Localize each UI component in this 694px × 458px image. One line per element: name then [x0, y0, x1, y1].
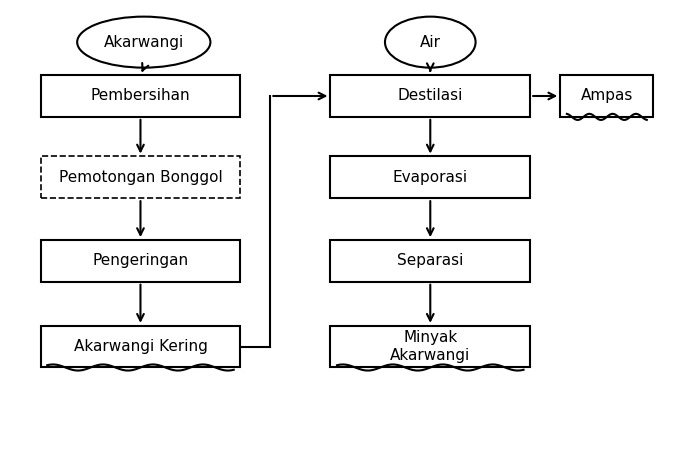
Text: Ampas: Ampas [581, 88, 633, 104]
Text: Pembersihan: Pembersihan [91, 88, 190, 104]
Ellipse shape [385, 16, 475, 68]
Bar [40, 240, 240, 282]
Text: Evaporasi: Evaporasi [393, 170, 468, 185]
Text: Pengeringan: Pengeringan [92, 253, 189, 268]
Bar [330, 240, 530, 282]
Text: Destilasi: Destilasi [398, 88, 463, 104]
Bar [560, 75, 654, 117]
Ellipse shape [77, 16, 210, 68]
Text: Akarwangi: Akarwangi [103, 35, 184, 49]
Text: Akarwangi Kering: Akarwangi Kering [74, 339, 208, 354]
Text: Pemotongan Bonggol: Pemotongan Bonggol [58, 170, 222, 185]
Bar [330, 75, 530, 117]
Bar [40, 326, 240, 367]
Bar [40, 157, 240, 198]
Bar [330, 326, 530, 367]
Bar [40, 75, 240, 117]
Text: Separasi: Separasi [397, 253, 464, 268]
Bar [330, 157, 530, 198]
Text: Minyak
Akarwangi: Minyak Akarwangi [390, 330, 471, 363]
Text: Air: Air [420, 35, 441, 49]
